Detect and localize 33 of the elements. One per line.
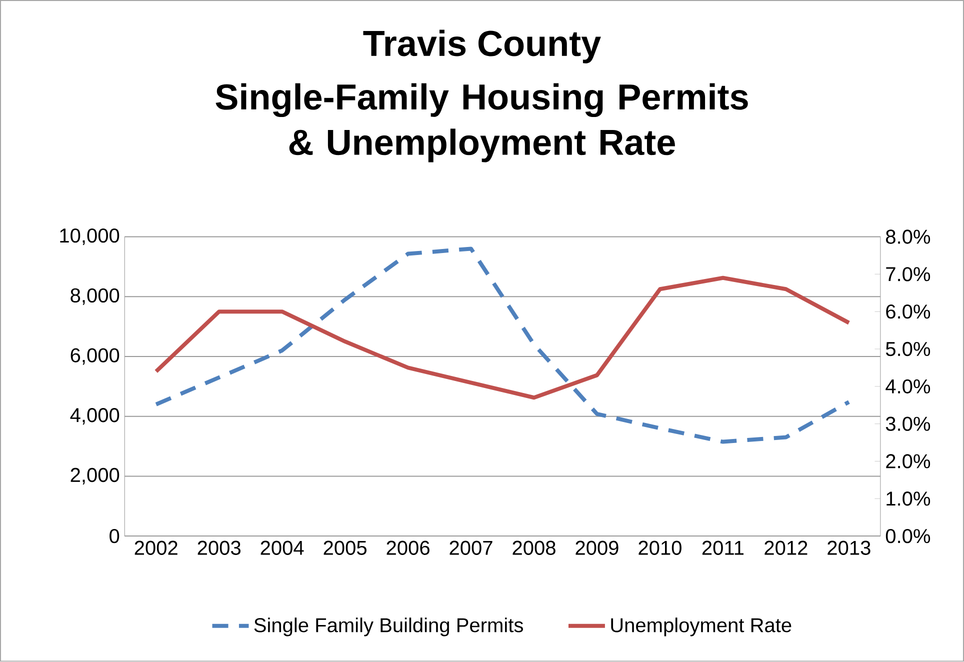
x-tick-label: 2011 xyxy=(702,540,744,556)
x-tick-label: 2009 xyxy=(576,540,618,556)
x-tick-label: 2007 xyxy=(450,540,492,556)
y-tick-label: 10,000 xyxy=(60,228,120,246)
y2-tick-label: 7.0% xyxy=(886,267,930,282)
x-tick-label: 2012 xyxy=(764,540,808,556)
x-tick-label: 2005 xyxy=(324,540,366,556)
y-tick-label: 6,000 xyxy=(70,348,120,365)
chart-subtitle: Single-Family Housing Permits & Unemployment Rate xyxy=(216,83,748,162)
y2-tick-label: 0.0% xyxy=(886,529,930,544)
line-series xyxy=(154,276,851,400)
y2-tick-label: 4.0% xyxy=(886,379,930,394)
legend-label: Single Family Building Permits xyxy=(254,618,523,636)
y2-tick-label: 3.0% xyxy=(886,416,930,432)
x-tick-label: 2010 xyxy=(638,540,682,556)
line-series xyxy=(154,246,851,444)
x-tick-label: 2006 xyxy=(386,540,430,556)
y2-tick-label: 1.0% xyxy=(886,492,930,506)
x-tick-label: 2004 xyxy=(260,540,304,556)
y2-tick-label: 6.0% xyxy=(886,304,930,319)
y2-tick-label: 5.0% xyxy=(886,342,930,356)
y-tick-label: 0 xyxy=(110,529,120,544)
x-tick-label: 2002 xyxy=(134,540,178,556)
y-tick-label: 8,000 xyxy=(70,288,120,306)
y-tick-label: 2,000 xyxy=(70,468,120,485)
x-tick-label: 2003 xyxy=(198,540,240,556)
legend-label: Unemployment Rate xyxy=(611,618,792,636)
y2-tick-label: 2.0% xyxy=(886,454,930,468)
x-tick-label: 2013 xyxy=(828,540,870,556)
y-tick-label: 4,000 xyxy=(70,408,120,425)
y2-tick-label: 8.0% xyxy=(886,230,930,244)
x-tick-label: 2008 xyxy=(512,540,556,556)
chart-title: Travis County xyxy=(363,30,601,64)
